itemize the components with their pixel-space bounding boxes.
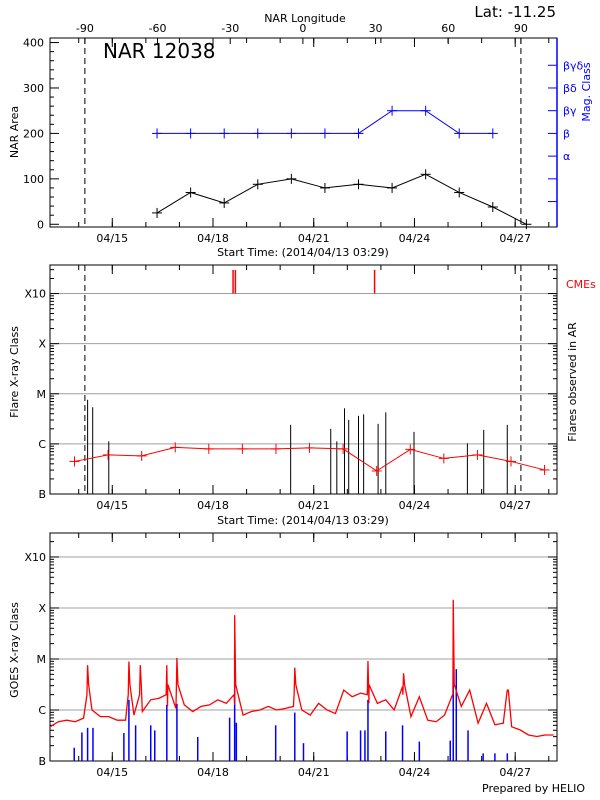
- y-tick-label: X: [38, 338, 46, 351]
- nar-area-point: [219, 197, 230, 208]
- mag-class-label: α: [563, 150, 570, 163]
- cme-label: CMEs: [566, 278, 596, 291]
- nar-area-point: [353, 179, 364, 190]
- mag-class-point: [487, 128, 498, 139]
- longitude-tick-label: -60: [149, 22, 167, 35]
- flare-average-point: [69, 456, 80, 467]
- nar-area-line: [156, 173, 527, 225]
- y-axis-title: NAR Area: [8, 106, 21, 158]
- x-tick-label: 04/15: [96, 766, 128, 779]
- flare-average-point: [136, 450, 147, 461]
- y-tick-label: 400: [23, 37, 44, 50]
- mag-class-point: [454, 128, 465, 139]
- nar-area-point: [487, 202, 498, 213]
- flare-average-point: [170, 442, 181, 453]
- x-tick-label: 04/21: [298, 499, 330, 512]
- nar-area-point: [521, 219, 532, 230]
- longitude-tick-label: 0: [299, 22, 306, 35]
- longitude-tick-label: -90: [76, 22, 94, 35]
- nar-area-point: [252, 179, 263, 190]
- goes-long-line: [49, 599, 554, 738]
- right-axis-title: Mag. Class: [580, 62, 593, 121]
- region-title: NAR 12038: [103, 39, 216, 63]
- x-axis-title: Start Time: (2014/04/13 03:29): [217, 246, 389, 259]
- y-tick-label: 300: [23, 82, 44, 95]
- y-tick-label: M: [37, 653, 47, 666]
- y-tick-label: 100: [23, 173, 44, 186]
- mag-class-label: βδ: [563, 82, 577, 95]
- y-axis-title: Flare X-ray Class: [8, 326, 21, 418]
- x-tick-label: 04/18: [197, 766, 229, 779]
- x-tick-label: 04/24: [399, 499, 431, 512]
- top-axis-title: NAR Longitude: [264, 12, 346, 25]
- x-axis-title: Start Time: (2014/04/13 03:29): [217, 514, 389, 527]
- mag-class-point: [152, 128, 163, 139]
- flare-average-point: [371, 465, 382, 476]
- nar-area-point: [454, 187, 465, 198]
- x-tick-label: 04/21: [298, 232, 330, 245]
- flare-average-point: [103, 449, 114, 460]
- flare-average-point: [438, 453, 449, 464]
- mag-class-point: [353, 128, 364, 139]
- flare-average-point: [338, 443, 349, 454]
- flare-average-point: [539, 464, 550, 475]
- flare-average-point: [304, 442, 315, 453]
- x-tick-label: 04/24: [399, 766, 431, 779]
- x-tick-label: 04/27: [499, 499, 531, 512]
- flare-frame: [49, 264, 558, 495]
- y-tick-label: M: [37, 388, 47, 401]
- mag-class-point: [387, 105, 398, 116]
- y-tick-label: B: [38, 488, 46, 501]
- longitude-tick-label: 60: [441, 22, 455, 35]
- nar-area-point: [286, 173, 297, 184]
- right-axis-title: Flares observed in AR: [566, 322, 579, 442]
- x-tick-label: 04/27: [499, 232, 531, 245]
- longitude-tick-label: 30: [369, 22, 383, 35]
- mag-class-label: βγδ: [563, 59, 584, 72]
- nar-area-point: [319, 182, 330, 193]
- prepared-by-label: Prepared by HELIO: [482, 782, 585, 795]
- y-tick-label: B: [38, 755, 46, 768]
- flare-average-point: [270, 443, 281, 454]
- nar-area-point: [185, 187, 196, 198]
- mag-class-point: [185, 128, 196, 139]
- nar-area-point: [152, 207, 163, 218]
- y-tick-label: X10: [24, 288, 46, 301]
- y-tick-label: X: [38, 602, 46, 615]
- mag-class-label: β: [563, 127, 570, 140]
- mag-class-point: [252, 128, 263, 139]
- mag-class-point: [319, 128, 330, 139]
- nar-area-frame: [49, 37, 558, 228]
- x-tick-label: 04/27: [499, 766, 531, 779]
- y-tick-label: 0: [37, 218, 44, 231]
- longitude-tick-label: -30: [221, 22, 239, 35]
- x-tick-label: 04/15: [96, 232, 128, 245]
- latitude-label: Lat: -11.25: [474, 3, 556, 21]
- x-tick-label: 04/24: [399, 232, 431, 245]
- flare-average-point: [505, 456, 516, 467]
- flare-average-point: [405, 444, 416, 455]
- y-tick-label: C: [38, 704, 46, 717]
- flare-average-point: [203, 443, 214, 454]
- nar-area-point: [387, 182, 398, 193]
- mag-class-point: [219, 128, 230, 139]
- x-tick-label: 04/15: [96, 499, 128, 512]
- y-tick-label: C: [38, 438, 46, 451]
- goes-frame: [49, 532, 558, 762]
- y-tick-label: 200: [23, 127, 44, 140]
- nar-area-point: [420, 169, 431, 180]
- y-axis-title: GOES X-ray Class: [8, 602, 21, 698]
- mag-class-label: βγ: [563, 105, 577, 118]
- x-tick-label: 04/18: [197, 232, 229, 245]
- y-tick-label: X10: [24, 551, 46, 564]
- mag-class-point: [420, 105, 431, 116]
- longitude-tick-label: 90: [514, 22, 528, 35]
- flare-average-point: [237, 443, 248, 454]
- flare-average-point: [472, 449, 483, 460]
- x-tick-label: 04/18: [197, 499, 229, 512]
- mag-class-point: [286, 128, 297, 139]
- x-tick-label: 04/21: [298, 766, 330, 779]
